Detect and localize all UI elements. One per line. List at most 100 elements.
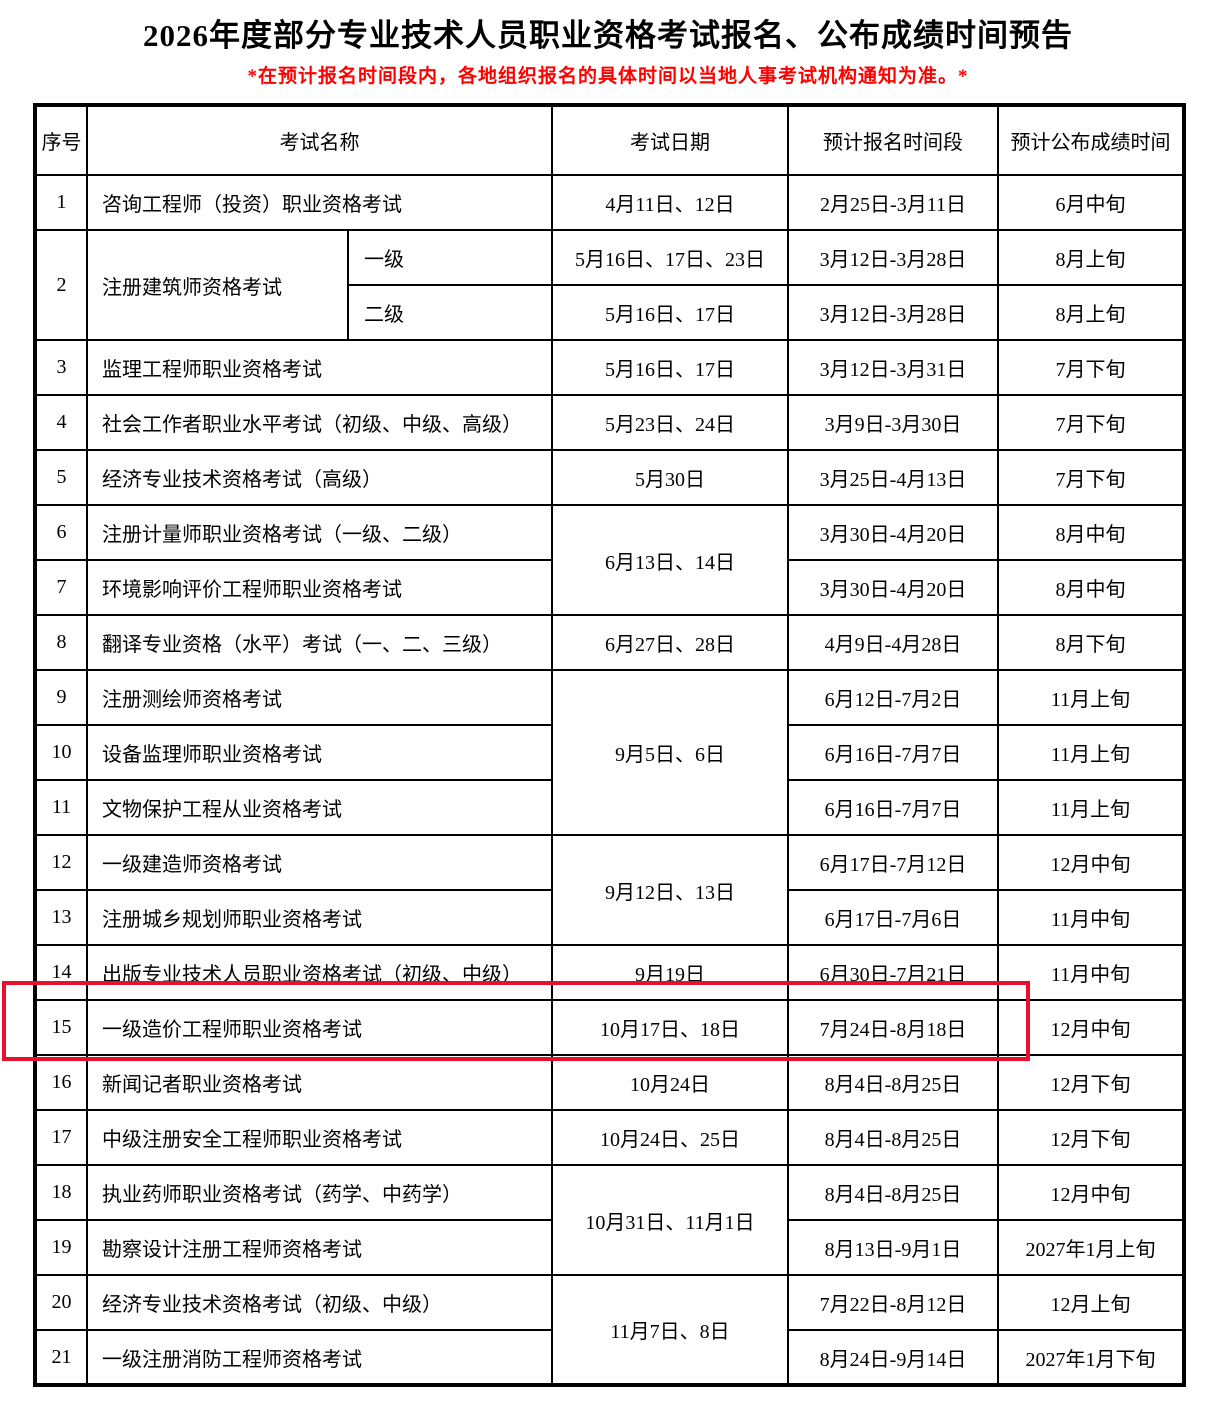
exam-name-cell: 注册计量师职业资格考试（一级、二级）: [86, 504, 553, 561]
header-exam-name: 考试名称: [86, 104, 553, 176]
exam-schedule-table: 序号 考试名称 考试日期 预计报名时间段 预计公布成绩时间 1 咨询工程师（投资…: [33, 103, 1186, 1387]
exam-date-cell: 5月30日: [551, 449, 789, 506]
table-row: 1 咨询工程师（投资）职业资格考试 4月11日、12日 2月25日-3月11日 …: [34, 174, 1185, 231]
exam-name-cell: 设备监理师职业资格考试: [86, 724, 553, 781]
row-no-cell: 14: [34, 944, 88, 1001]
exam-name-cell: 注册测绘师资格考试: [86, 669, 553, 726]
exam-name-cell: 出版专业技术人员职业资格考试（初级、中级）: [86, 944, 553, 1001]
table-row: 19 勘察设计注册工程师资格考试 8月13日-9月1日 2027年1月上旬: [34, 1219, 1185, 1276]
result-time-cell: 8月中旬: [997, 559, 1185, 616]
exam-name-cell: 注册城乡规划师职业资格考试: [86, 889, 553, 946]
result-time-cell: 8月中旬: [997, 504, 1185, 561]
exam-date-cell: 9月12日、13日: [551, 834, 789, 946]
exam-name-cell: 一级注册消防工程师资格考试: [86, 1329, 553, 1386]
exam-date-cell: 5月16日、17日: [551, 339, 789, 396]
table-row: 12 一级建造师资格考试 9月12日、13日 6月17日-7月12日 12月中旬: [34, 834, 1185, 946]
table-row: 4 社会工作者职业水平考试（初级、中级、高级） 5月23日、24日 3月9日-3…: [34, 394, 1185, 451]
exam-date-cell: 10月24日、25日: [551, 1109, 789, 1166]
table-row: 9 注册测绘师资格考试 9月5日、6日 6月12日-7月2日 11月上旬: [34, 669, 1185, 836]
header-row: 序号 考试名称 考试日期 预计报名时间段 预计公布成绩时间: [34, 104, 1185, 176]
exam-name-cell: 执业药师职业资格考试（药学、中药学）: [86, 1164, 553, 1221]
table-row: 6 注册计量师职业资格考试（一级、二级） 6月13日、14日 3月30日-4月2…: [34, 504, 1185, 616]
row-no-cell: 9: [34, 669, 88, 726]
row-no-cell: 18: [34, 1164, 88, 1221]
reg-period-cell: 6月30日-7月21日: [787, 944, 999, 1001]
result-time-cell: 12月下旬: [997, 1054, 1185, 1111]
result-time-cell: 11月上旬: [997, 669, 1185, 726]
exam-date-cell: 9月19日: [551, 944, 789, 1001]
result-time-cell: 6月中旬: [997, 174, 1185, 231]
exam-name-cell: 中级注册安全工程师职业资格考试: [86, 1109, 553, 1166]
result-time-cell: 12月上旬: [997, 1274, 1185, 1331]
highlighted-row: 15 一级造价工程师职业资格考试 10月17日、18日 7月24日-8月18日 …: [34, 999, 1185, 1056]
table-row: 17 中级注册安全工程师职业资格考试 10月24日、25日 8月4日-8月25日…: [34, 1109, 1185, 1166]
exam-date-cell: 10月17日、18日: [551, 999, 789, 1056]
table-row: 13 注册城乡规划师职业资格考试 6月17日-7月6日 11月中旬: [34, 889, 1185, 946]
row-no-cell: 15: [34, 999, 88, 1056]
row-no-cell: 21: [34, 1329, 88, 1386]
result-time-cell: 8月上旬: [997, 284, 1185, 341]
row-no-cell: 13: [34, 889, 88, 946]
row-no-cell: 19: [34, 1219, 88, 1276]
result-time-cell: 12月中旬: [997, 999, 1185, 1056]
row-no-cell: 10: [34, 724, 88, 781]
row-no-cell: 11: [34, 779, 88, 836]
row-no-cell: 16: [34, 1054, 88, 1111]
header-exam-date: 考试日期: [551, 104, 789, 176]
table-row: 10 设备监理师职业资格考试 6月16日-7月7日 11月上旬: [34, 724, 1185, 781]
exam-name-cell: 监理工程师职业资格考试: [86, 339, 553, 396]
exam-name-cell: 翻译专业资格（水平）考试（一、二、三级）: [86, 614, 553, 671]
reg-period-cell: 3月30日-4月20日: [787, 504, 999, 561]
row-no-cell: 3: [34, 339, 88, 396]
exam-name-cell: 文物保护工程从业资格考试: [86, 779, 553, 836]
reg-period-cell: 4月9日-4月28日: [787, 614, 999, 671]
reg-period-cell: 3月9日-3月30日: [787, 394, 999, 451]
result-time-cell: 12月下旬: [997, 1109, 1185, 1166]
table-row: 3 监理工程师职业资格考试 5月16日、17日 3月12日-3月31日 7月下旬: [34, 339, 1185, 396]
table-row: 21 一级注册消防工程师资格考试 8月24日-9月14日 2027年1月下旬: [34, 1329, 1185, 1386]
exam-name-cell: 一级建造师资格考试: [86, 834, 553, 891]
table-row: 11 文物保护工程从业资格考试 6月16日-7月7日 11月上旬: [34, 779, 1185, 836]
exam-name-cell: 咨询工程师（投资）职业资格考试: [86, 174, 553, 231]
header-reg-period: 预计报名时间段: [787, 104, 999, 176]
reg-period-cell: 6月16日-7月7日: [787, 724, 999, 781]
result-time-cell: 2027年1月下旬: [997, 1329, 1185, 1386]
exam-name-cell: 环境影响评价工程师职业资格考试: [86, 559, 553, 616]
exam-name-cell: 经济专业技术资格考试（初级、中级）: [86, 1274, 553, 1331]
result-time-cell: 12月中旬: [997, 1164, 1185, 1221]
result-time-cell: 7月下旬: [997, 394, 1185, 451]
reg-period-cell: 8月24日-9月14日: [787, 1329, 999, 1386]
reg-period-cell: 8月4日-8月25日: [787, 1054, 999, 1111]
result-time-cell: 2027年1月上旬: [997, 1219, 1185, 1276]
reg-period-cell: 2月25日-3月11日: [787, 174, 999, 231]
reg-period-cell: 7月22日-8月12日: [787, 1274, 999, 1331]
result-time-cell: 12月中旬: [997, 834, 1185, 891]
exam-name-cell: 新闻记者职业资格考试: [86, 1054, 553, 1111]
table-row: 20 经济专业技术资格考试（初级、中级） 11月7日、8日 7月22日-8月12…: [34, 1274, 1185, 1386]
exam-date-cell: 4月11日、12日: [551, 174, 789, 231]
exam-date-cell: 10月31日、11月1日: [551, 1164, 789, 1276]
reg-period-cell: 3月12日-3月31日: [787, 339, 999, 396]
row-no-cell: 17: [34, 1109, 88, 1166]
row-no-cell: 1: [34, 174, 88, 231]
note-text: *在预计报名时间段内，各地组织报名的具体时间以当地人事考试机构通知为准。*: [247, 66, 969, 87]
reg-period-cell: 8月4日-8月25日: [787, 1164, 999, 1221]
header-result-time: 预计公布成绩时间: [997, 104, 1185, 176]
reg-period-cell: 8月13日-9月1日: [787, 1219, 999, 1276]
result-time-cell: 7月下旬: [997, 449, 1185, 506]
row-no-cell: 4: [34, 394, 88, 451]
exam-name-cell: 一级造价工程师职业资格考试: [86, 999, 553, 1056]
exam-date-cell: 5月16日、17日、23日: [551, 229, 789, 286]
exam-name-cell: 注册建筑师资格考试: [86, 229, 349, 341]
exam-date-cell: 10月24日: [551, 1054, 789, 1111]
exam-level-cell: 二级: [347, 284, 553, 341]
table-row: 16 新闻记者职业资格考试 10月24日 8月4日-8月25日 12月下旬: [34, 1054, 1185, 1111]
result-time-cell: 8月上旬: [997, 229, 1185, 286]
row-no-cell: 2: [34, 229, 88, 341]
exam-date-cell: 5月23日、24日: [551, 394, 789, 451]
result-time-cell: 11月中旬: [997, 944, 1185, 1001]
reg-period-cell: 3月25日-4月13日: [787, 449, 999, 506]
reg-period-cell: 8月4日-8月25日: [787, 1109, 999, 1166]
exam-date-cell: 11月7日、8日: [551, 1274, 789, 1386]
